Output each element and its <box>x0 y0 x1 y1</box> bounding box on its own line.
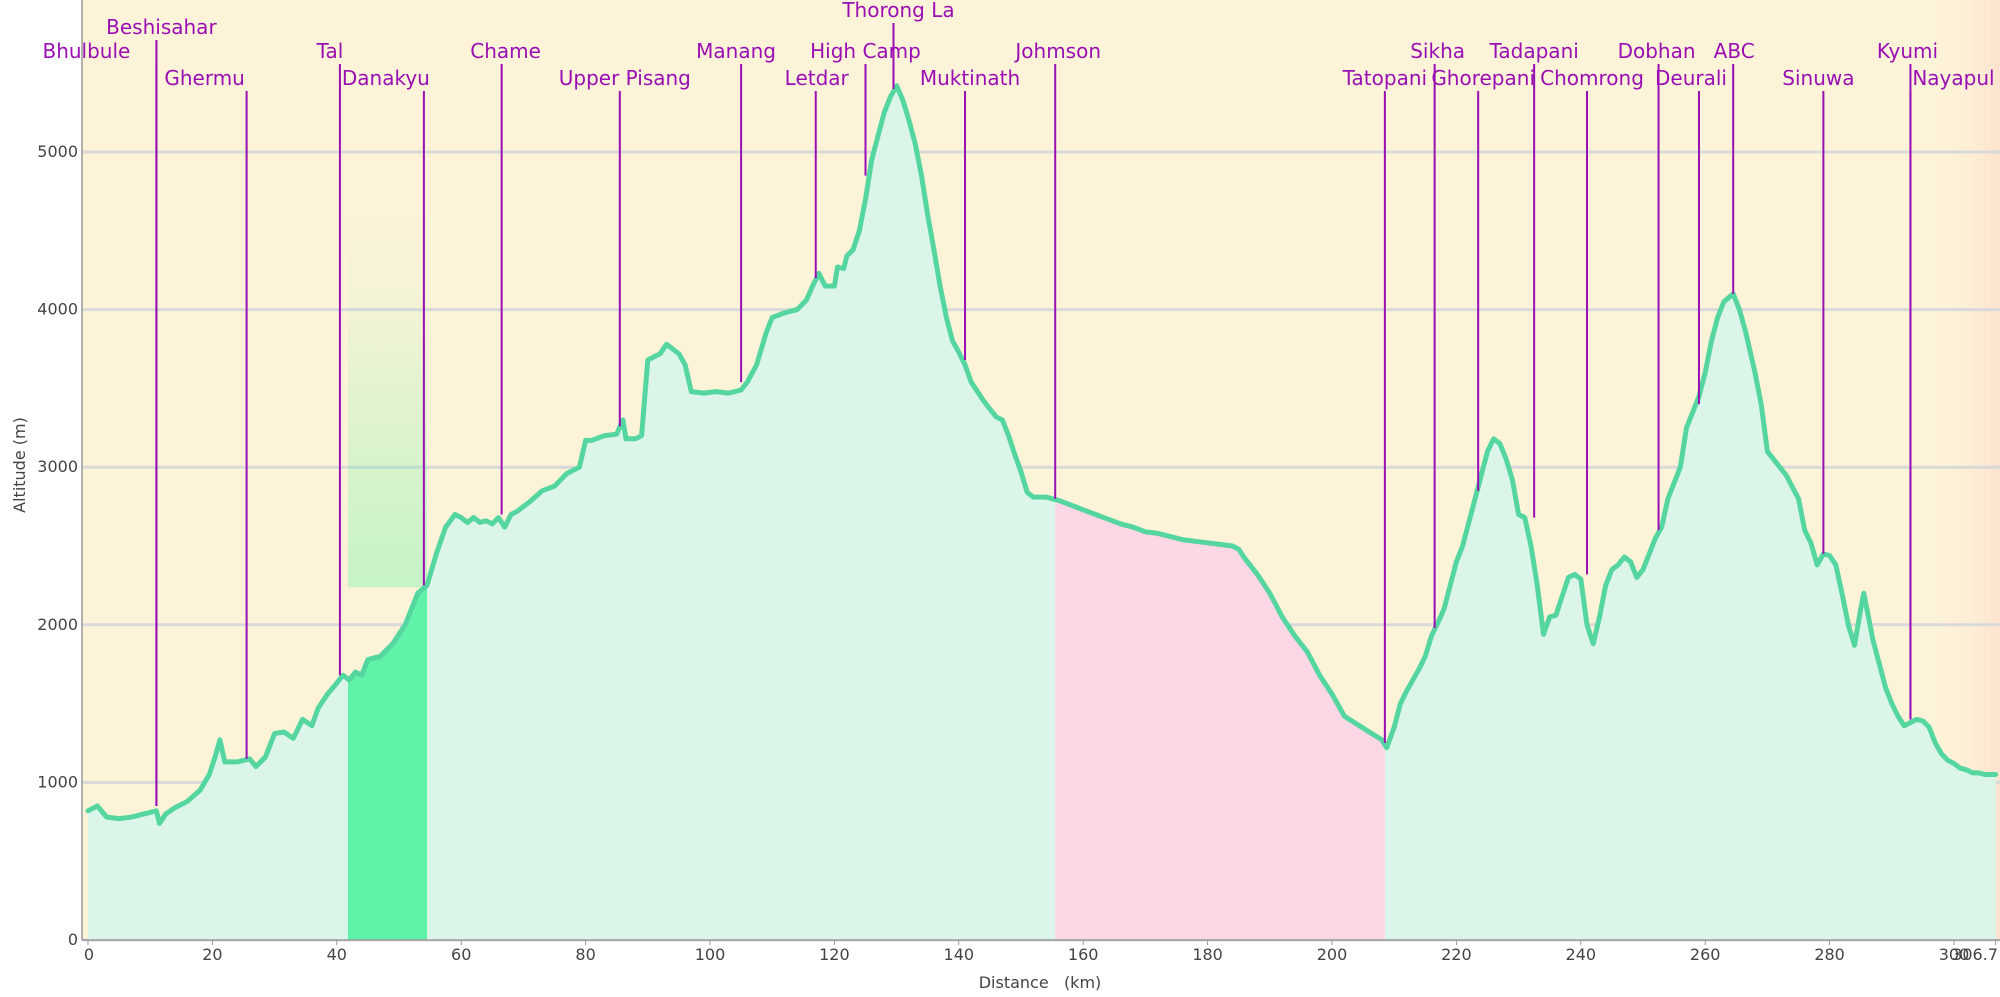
x-tick-label: 200 <box>1317 945 1348 964</box>
y-tick-label: 5000 <box>37 142 78 161</box>
waypoint-label: Upper Pisang <box>559 66 691 90</box>
waypoint-marker: High Camp <box>810 39 921 176</box>
waypoint-label: Tal <box>316 39 344 63</box>
waypoint-label: Kyumi <box>1877 39 1938 63</box>
waypoint-label: Ghorepani <box>1431 66 1535 90</box>
waypoint-marker: Ghermu <box>164 66 248 759</box>
x-tick-label: 260 <box>1690 945 1721 964</box>
profile-area <box>88 85 1996 940</box>
waypoint-marker: Tal <box>316 39 344 676</box>
y-tick-label: 0 <box>68 930 78 949</box>
y-tick-label: 1000 <box>37 772 78 791</box>
y-tick-label: 3000 <box>37 457 78 476</box>
profile-line <box>85 83 1999 826</box>
waypoint-label: Danakyu <box>342 66 430 90</box>
waypoint-label: Ghermu <box>164 66 245 90</box>
x-tick-label: 300 <box>1939 945 1970 964</box>
waypoint-marker: Manang <box>696 39 776 383</box>
waypoint-marker: Tatopani <box>1342 66 1427 743</box>
x-tick-label: 100 <box>695 945 726 964</box>
profile-area-fill <box>88 85 1996 940</box>
waypoint-label: Sikha <box>1410 39 1465 63</box>
waypoint-label: Chomrong <box>1540 66 1644 90</box>
waypoint-label: Manang <box>696 39 776 63</box>
y-tick-label: 2000 <box>37 615 78 634</box>
waypoint-marker: Chomrong <box>1540 66 1644 575</box>
waypoint-marker: Dobhan <box>1618 39 1696 531</box>
waypoint-label: Johmson <box>1013 39 1101 63</box>
waypoint-marker: Letdar <box>785 66 850 279</box>
waypoint-marker: Thorong La <box>841 0 955 89</box>
x-tick-label: 280 <box>1814 945 1845 964</box>
waypoint-marker: Deurali <box>1655 66 1727 405</box>
highlight-band-green-upper <box>347 200 427 588</box>
x-tick-label: 306.7 <box>1952 945 1998 964</box>
waypoint-label: High Camp <box>810 39 921 63</box>
axes: 0 1000 2000 3000 4000 5000 6000 0 20 40 60 80 100 120… <box>37 0 2000 964</box>
x-tick-label: 240 <box>1566 945 1597 964</box>
x-tick-label: 160 <box>1068 945 1099 964</box>
waypoint-marker: Danakyu <box>342 66 430 586</box>
waypoint-label: Chame <box>470 39 541 63</box>
waypoint-label: ABC <box>1714 39 1755 63</box>
waypoint-label: Muktinath <box>920 66 1020 90</box>
highlight-band-pink <box>1055 499 1385 940</box>
x-tick-label: 180 <box>1192 945 1223 964</box>
x-axis-title: Distance (km) <box>979 973 1102 992</box>
waypoint-marker: Upper Pisang <box>559 66 691 427</box>
x-tick-label: 40 <box>327 945 347 964</box>
profile-line-group <box>85 83 1999 826</box>
waypoint-label: Tatopani <box>1342 66 1427 90</box>
waypoint-marker: Nayapul <box>1909 66 1995 720</box>
x-tick-label: 140 <box>944 945 975 964</box>
waypoint-marker: ABC <box>1714 39 1755 294</box>
waypoint-label: Tadapani <box>1489 39 1579 63</box>
waypoint-label: Nayapul <box>1912 66 1994 90</box>
waypoint-label: Thorong La <box>841 0 954 22</box>
waypoint-marker: Chame <box>470 39 541 515</box>
x-tick-label: 20 <box>202 945 222 964</box>
waypoint-label: Beshisahar <box>106 15 217 39</box>
y-axis-title: Altitude (m) <box>10 417 29 513</box>
x-tick-label: 0 <box>84 945 94 964</box>
waypoint-marker: Muktinath <box>920 66 1020 361</box>
waypoint-marker: Ghorepani <box>1431 66 1535 491</box>
x-tick-label: 220 <box>1441 945 1472 964</box>
waypoint-marker: Bhulbule <box>42 39 158 807</box>
waypoint-marker: Sikha <box>1410 39 1465 628</box>
x-tick-label: 80 <box>575 945 595 964</box>
waypoint-label: Bhulbule <box>42 39 130 63</box>
waypoint-label: Letdar <box>785 66 850 90</box>
highlight-band-green <box>347 585 427 940</box>
x-tick-label: 60 <box>451 945 471 964</box>
waypoint-marker: Johmson <box>1013 39 1101 499</box>
waypoint-label: Deurali <box>1655 66 1727 90</box>
waypoint-label: Sinuwa <box>1782 66 1854 90</box>
y-tick-label: 6000 <box>37 0 78 3</box>
highlight-bands <box>347 200 1385 940</box>
waypoint-label: Dobhan <box>1618 39 1696 63</box>
x-tick-label: 120 <box>819 945 850 964</box>
y-tick-label: 4000 <box>37 300 78 319</box>
waypoint-marker: Tadapani <box>1489 39 1579 518</box>
waypoint-marker: Sinuwa <box>1782 66 1854 554</box>
